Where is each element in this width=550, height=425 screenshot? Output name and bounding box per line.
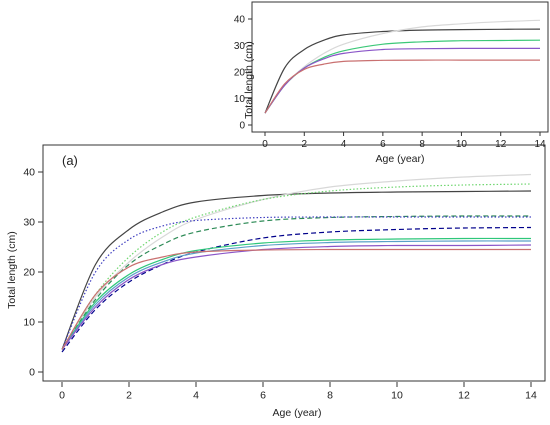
inset-chart-panel: Age (year) Total length (cm) 0 2 4 6 8 10 12 14… <box>234 1 549 165</box>
inset-x-tick-label: 2 <box>302 139 308 150</box>
inset-x-tick-label: 8 <box>419 139 425 150</box>
inset-y-tick-label: 40 <box>234 15 246 26</box>
inset-plot-frame <box>251 1 549 133</box>
main-axis-ticks: 0 2 4 6 8 10 12 14 0 10 20 30 40 <box>23 167 537 402</box>
inset-y-tick-label: 0 <box>239 121 245 132</box>
main-x-tick-label: 12 <box>458 390 470 402</box>
inset-series-line-4 <box>264 47 540 114</box>
main-plot-frame <box>42 144 546 382</box>
main-series-line-5 <box>61 216 531 350</box>
main-y-tick-label: 10 <box>23 317 35 329</box>
main-series-line-8 <box>61 240 532 350</box>
inset-x-tick-label: 6 <box>380 139 386 150</box>
main-y-tick-label: 30 <box>23 217 35 229</box>
inset-x-tick-label: 4 <box>341 139 347 150</box>
main-series-line-4 <box>61 215 532 350</box>
main-series-line-7 <box>61 237 532 350</box>
inset-y-tick-label: 10 <box>234 94 246 105</box>
main-series-line-10 <box>61 248 531 350</box>
main-series-line-9 <box>61 244 532 350</box>
main-chart-panel: (a) Age (year) Total length (cm) 0 2 4 6 8 10… <box>6 144 546 419</box>
main-x-tick-label: 8 <box>327 390 333 402</box>
main-series-line-6 <box>61 226 532 353</box>
main-series-line-1 <box>61 190 532 350</box>
main-panel-label: (a) <box>62 153 78 168</box>
inset-axis-ticks: 0 2 4 6 8 10 12 14 0 10 20 30 40 <box>234 15 546 151</box>
main-y-tick-label: 20 <box>23 267 35 279</box>
main-y-tick-label: 40 <box>23 167 35 179</box>
main-series-line-3 <box>61 183 532 350</box>
inset-series-group <box>264 19 541 114</box>
main-x-tick-label: 0 <box>59 390 65 402</box>
main-x-tick-label: 2 <box>126 390 132 402</box>
inset-x-axis-title: Age (year) <box>375 153 424 165</box>
main-x-tick-label: 4 <box>193 390 199 402</box>
main-x-tick-label: 14 <box>525 390 537 402</box>
inset-y-axis-title: Total length (cm) <box>243 41 255 119</box>
main-series-group <box>61 173 532 353</box>
inset-x-tick-label: 14 <box>534 139 546 150</box>
inset-series-line-5 <box>264 59 540 114</box>
main-y-axis-title: Total length (cm) <box>6 231 18 309</box>
main-y-tick-label: 0 <box>29 367 35 379</box>
inset-y-tick-label: 30 <box>234 41 246 52</box>
main-x-tick-label: 6 <box>260 390 266 402</box>
inset-series-line-3 <box>264 39 541 114</box>
inset-x-tick-label: 12 <box>495 139 507 150</box>
inset-x-tick-label: 0 <box>262 139 268 150</box>
main-x-tick-label: 10 <box>391 390 403 402</box>
inset-series-line-1 <box>264 28 541 114</box>
main-x-axis-title: Age (year) <box>272 407 321 419</box>
main-series-line-2 <box>61 173 532 350</box>
inset-y-tick-label: 20 <box>234 68 246 79</box>
inset-x-tick-label: 10 <box>456 139 468 150</box>
